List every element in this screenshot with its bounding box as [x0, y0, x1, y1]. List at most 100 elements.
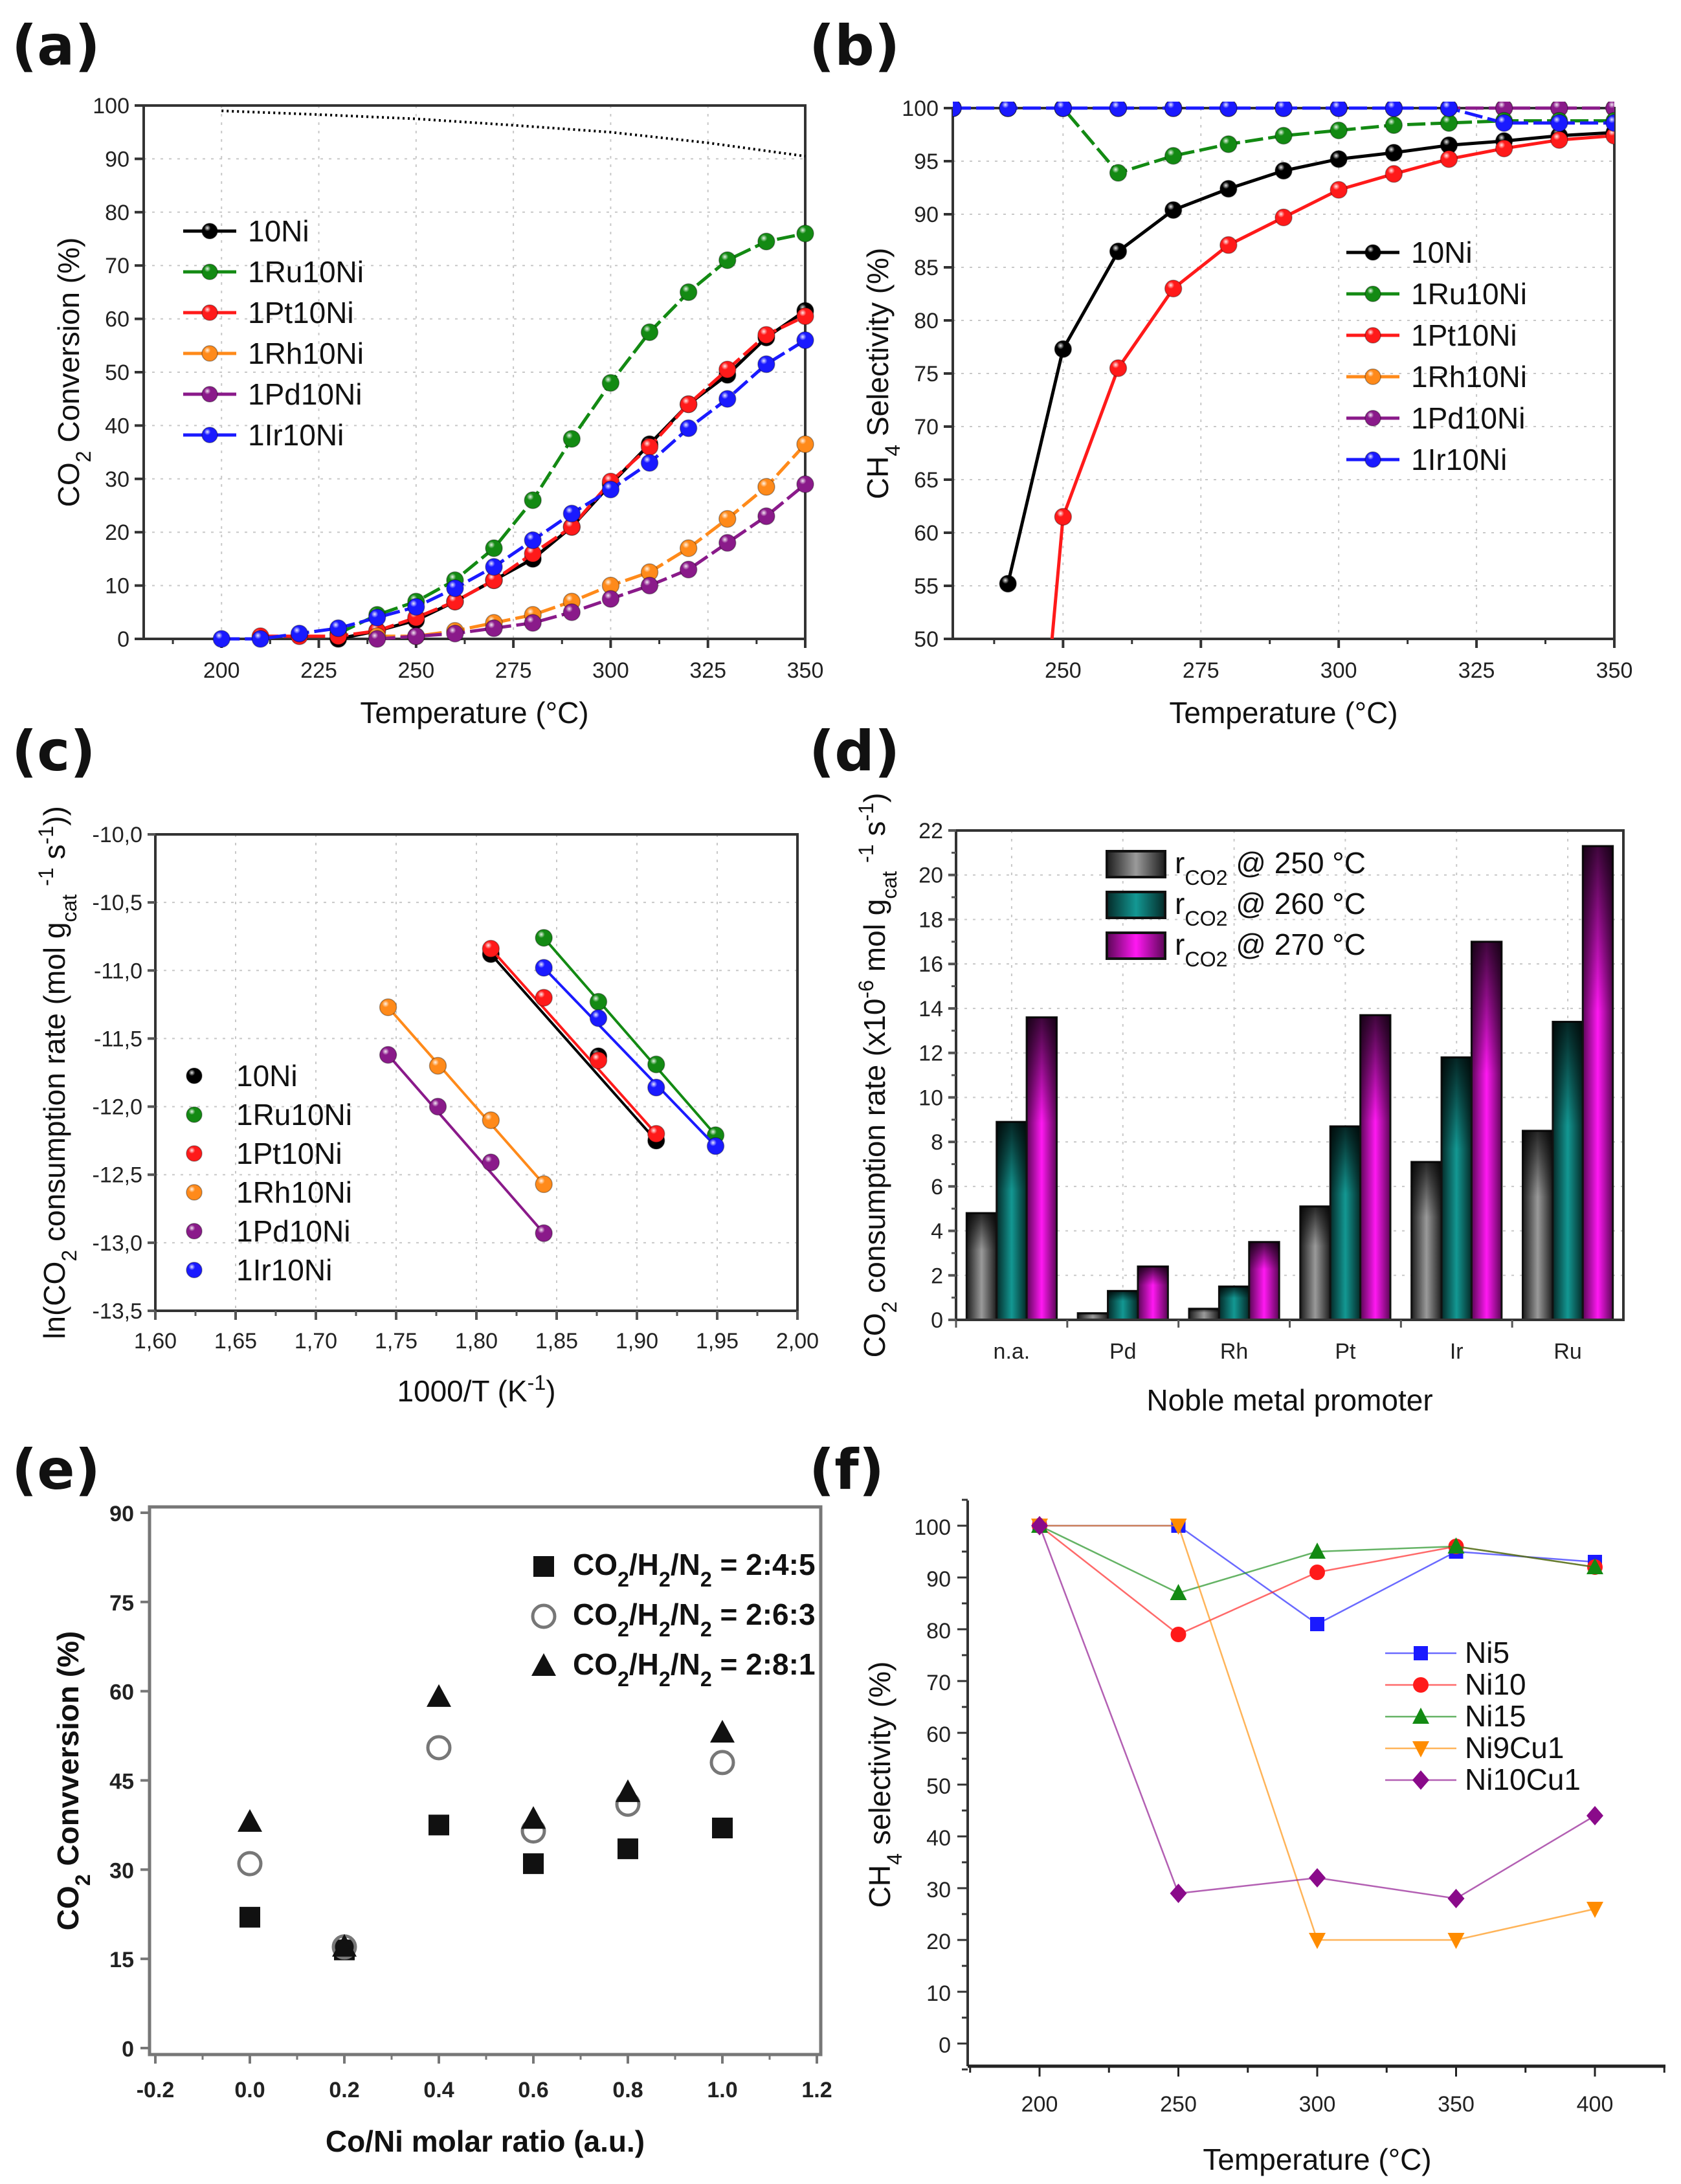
point-1Ir10Ni-highlight — [213, 630, 230, 647]
point-1Pt10Ni-highlight — [1550, 131, 1568, 149]
y-tick-label: -13,0 — [93, 1231, 143, 1256]
legend-item-10Ni: 10Ni — [186, 1059, 298, 1093]
x-tick-label: 1,80 — [455, 1329, 498, 1354]
plot-frame — [148, 1505, 823, 2056]
point-1Ru10Ni-highlight — [641, 324, 658, 341]
bar-shade-Ir-2 — [1471, 941, 1502, 1320]
point-Ni10 — [1170, 1627, 1186, 1642]
bar-shade-n.a.-0 — [966, 1213, 997, 1320]
y-tick-label: 10 — [926, 1981, 951, 2006]
point-1Ir10Ni-highlight — [524, 531, 542, 549]
point-1Pt10Ni-highlight — [1054, 508, 1072, 526]
y-axis-title: CH4 selectivity (%) — [863, 1662, 906, 1908]
legend-marker — [533, 1556, 554, 1577]
legend-label: 1Pd10Ni — [248, 377, 362, 411]
point-1Pd10Ni-highlight — [429, 1098, 447, 1115]
y-axis-title: CH4 Selectivity (%) — [861, 248, 904, 500]
y-tick-label: -10,0 — [93, 823, 143, 847]
x-axis-title: 1000/T (K-1) — [397, 1371, 555, 1408]
legend-item-1Pd10Ni: 1Pd10Ni — [186, 1214, 350, 1248]
y-tick-label: 30 — [109, 1858, 134, 1883]
x-tick-label: 350 — [1596, 658, 1633, 683]
x-axis-title: Temperature (°C) — [1169, 696, 1397, 730]
point-open-circle — [709, 1750, 735, 1776]
point-1Ir10Ni-highlight — [1606, 114, 1614, 131]
series-1Pd10Ni — [379, 1045, 553, 1242]
y-tick-label: 90 — [914, 203, 939, 227]
point-1Ru10Ni-highlight — [647, 1056, 665, 1073]
y-tick-label: 20 — [105, 520, 129, 545]
fit-line-1Ir10Ni — [542, 966, 717, 1147]
line-10Ni — [1006, 131, 1614, 585]
y-tick-label: 6 — [931, 1175, 943, 1199]
point-Ni10Cu1 — [1586, 1806, 1603, 1825]
point-1Rh10Ni-highlight — [379, 999, 397, 1016]
point-Ni10Cu1 — [1031, 1516, 1048, 1535]
series-10Ni — [482, 945, 665, 1150]
legend-swatch — [1106, 931, 1166, 960]
point-1Ru10Ni-highlight — [1330, 122, 1348, 139]
point-1Rh10Ni-highlight — [535, 1176, 553, 1193]
point-1Pt10Ni-highlight — [1164, 280, 1182, 297]
point-1Pt10Ni-highlight — [797, 307, 814, 325]
series-0 — [239, 1814, 733, 1961]
y-tick-label: 50 — [105, 361, 129, 385]
point-filled-triangle — [332, 1933, 357, 1957]
series-1 — [237, 1735, 735, 1960]
point-1Ir10Ni-highlight — [1440, 102, 1458, 117]
legend-item-Ni10: Ni10 — [1385, 1667, 1526, 1701]
equilibrium-line — [221, 109, 806, 158]
legend-swatch — [1106, 891, 1166, 919]
point-10Ni-highlight — [1164, 201, 1182, 219]
point-1Rh10Ni-highlight — [641, 564, 658, 581]
point-1Ru10Ni-highlight — [524, 491, 542, 509]
legend-item-1Ir10Ni: 1Ir10Ni — [183, 418, 344, 452]
x-tick-label: 2,00 — [776, 1329, 819, 1354]
point-1Pt10Ni-highlight — [757, 326, 775, 344]
bar-shade-Pt-1 — [1330, 1126, 1361, 1320]
panel-label-e: (e) — [12, 1438, 100, 1502]
legend-label: 1Pt10Ni — [248, 296, 354, 329]
point-Ni15 — [1170, 1584, 1187, 1600]
y-tick-label: 70 — [105, 254, 129, 278]
legend-marker-highlight — [186, 1262, 202, 1278]
point-1Ru10Ni-highlight — [1219, 135, 1237, 153]
legend-label: CO2/H2/N2 = 2:8:1 — [573, 1647, 816, 1691]
point-filled-triangle — [427, 1684, 451, 1707]
legend-marker-highlight — [1365, 328, 1381, 343]
legend-item-1: rCO2 @ 260 °C — [1106, 887, 1366, 930]
legend-marker-highlight — [1365, 452, 1381, 467]
x-tick-label: 200 — [203, 658, 240, 683]
point-filled-triangle — [238, 1809, 262, 1832]
point-1Ir10Ni-highlight — [641, 454, 658, 472]
panel-label-a: (a) — [12, 14, 100, 78]
legend-item-Ni10Cu1: Ni10Cu1 — [1385, 1763, 1581, 1796]
legend-item-Ni15: Ni15 — [1385, 1699, 1526, 1733]
point-1Pd10Ni-highlight — [680, 561, 697, 578]
point-1Ir10Ni-highlight — [485, 558, 503, 575]
point-1Ir10Ni-highlight — [680, 419, 697, 437]
legend-item-1Ir10Ni: 1Ir10Ni — [186, 1253, 332, 1287]
legend-item-1Pt10Ni: 1Pt10Ni — [183, 296, 354, 329]
legend-item-1Ru10Ni: 1Ru10Ni — [183, 255, 364, 289]
x-tick-label: 225 — [300, 658, 337, 683]
x-tick-label: 350 — [1438, 2092, 1475, 2117]
x-tick-label: Ru — [1553, 1339, 1581, 1364]
y-tick-label: -11,0 — [94, 959, 142, 983]
point-1Ru10Ni-highlight — [563, 430, 581, 447]
point-1Ir10Ni-highlight — [291, 625, 308, 642]
series-2 — [238, 1684, 735, 1957]
legend-marker — [1414, 1646, 1428, 1660]
point-1Ir10Ni-highlight — [590, 1009, 607, 1027]
y-tick-label: 40 — [105, 414, 129, 438]
legend-marker-highlight — [186, 1223, 202, 1239]
legend-label: rCO2 @ 250 °C — [1175, 846, 1366, 889]
panel-label-d: (d) — [809, 719, 900, 784]
fit-line-1Rh10Ni — [387, 1006, 545, 1185]
point-1Pd10Ni-highlight — [1550, 102, 1568, 117]
point-1Ir10Ni-highlight — [647, 1079, 665, 1097]
legend-marker-highlight — [1365, 369, 1381, 384]
x-tick-label: 400 — [1577, 2092, 1614, 2117]
point-1Pt10Ni-highlight — [1440, 150, 1458, 168]
point-open-circle — [237, 1851, 263, 1877]
